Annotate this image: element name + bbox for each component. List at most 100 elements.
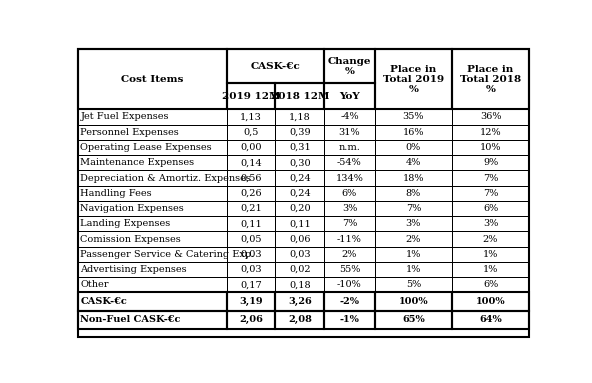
Bar	[275, 262, 324, 277]
Text: Change
%: Change %	[328, 57, 371, 76]
Text: Depreciation & Amortiz. Expenses: Depreciation & Amortiz. Expenses	[81, 173, 251, 183]
Text: Landing Expenses: Landing Expenses	[81, 219, 170, 228]
Text: YoY: YoY	[339, 92, 360, 101]
Text: -2%: -2%	[339, 297, 359, 306]
Bar	[324, 49, 375, 83]
Text: 100%: 100%	[476, 297, 506, 306]
Text: Non-Fuel CASK-€c: Non-Fuel CASK-€c	[81, 315, 181, 324]
Text: 1%: 1%	[406, 265, 421, 274]
Text: 36%: 36%	[480, 113, 501, 121]
Bar	[78, 201, 227, 216]
Bar	[324, 201, 375, 216]
Bar	[227, 247, 275, 262]
Text: 8%: 8%	[406, 189, 421, 198]
Text: 0,20: 0,20	[289, 204, 311, 213]
Bar	[452, 216, 529, 231]
Bar	[452, 140, 529, 155]
Text: 35%: 35%	[403, 113, 424, 121]
Text: 65%: 65%	[402, 315, 424, 324]
Text: 1,18: 1,18	[289, 113, 311, 121]
Bar	[452, 201, 529, 216]
Text: 0,56: 0,56	[240, 173, 262, 183]
Bar	[275, 201, 324, 216]
Text: Other: Other	[81, 280, 109, 289]
Text: 0,11: 0,11	[240, 219, 262, 228]
Text: Advertising Expenses: Advertising Expenses	[81, 265, 187, 274]
Bar	[275, 140, 324, 155]
Text: 55%: 55%	[339, 265, 360, 274]
Text: Place in
Total 2018
%: Place in Total 2018 %	[460, 64, 521, 94]
Bar	[324, 110, 375, 124]
Text: 0,18: 0,18	[289, 280, 311, 289]
Text: 31%: 31%	[339, 128, 361, 137]
Bar	[78, 293, 227, 311]
Bar	[227, 311, 275, 329]
Text: 0,24: 0,24	[289, 173, 311, 183]
Bar	[324, 247, 375, 262]
Bar	[324, 124, 375, 140]
Bar	[78, 231, 227, 247]
Bar	[227, 293, 275, 311]
Bar	[275, 311, 324, 329]
Bar	[452, 124, 529, 140]
Text: -54%: -54%	[337, 158, 362, 167]
Bar	[78, 186, 227, 201]
Bar	[227, 262, 275, 277]
Text: 2018 12M: 2018 12M	[271, 92, 329, 101]
Text: 2019 12M: 2019 12M	[222, 92, 280, 101]
Text: Jet Fuel Expenses: Jet Fuel Expenses	[81, 113, 169, 121]
Text: 2,06: 2,06	[239, 315, 263, 324]
Bar	[78, 155, 227, 170]
Text: 7%: 7%	[406, 204, 421, 213]
Bar	[375, 110, 452, 124]
Text: 134%: 134%	[336, 173, 363, 183]
Bar	[324, 311, 375, 329]
Text: Passenger Service & Catering Exp.: Passenger Service & Catering Exp.	[81, 250, 255, 259]
Bar	[78, 311, 227, 329]
Bar	[275, 83, 324, 110]
Bar	[275, 155, 324, 170]
Bar	[78, 124, 227, 140]
Text: 0,03: 0,03	[289, 250, 311, 259]
Text: 0,17: 0,17	[240, 280, 262, 289]
Text: 16%: 16%	[403, 128, 424, 137]
Text: 10%: 10%	[480, 143, 501, 152]
Text: 1%: 1%	[483, 265, 498, 274]
Text: 6%: 6%	[483, 280, 498, 289]
Bar	[375, 155, 452, 170]
Text: 0,24: 0,24	[289, 189, 311, 198]
Bar	[452, 293, 529, 311]
Text: 5%: 5%	[406, 280, 421, 289]
Bar	[78, 110, 227, 124]
Text: CASK-€c: CASK-€c	[81, 297, 127, 306]
Text: 1,13: 1,13	[240, 113, 262, 121]
Bar	[275, 216, 324, 231]
Text: 0,03: 0,03	[240, 250, 262, 259]
Text: 0,00: 0,00	[240, 143, 262, 152]
Bar	[324, 140, 375, 155]
Bar	[324, 277, 375, 293]
Text: 0,5: 0,5	[243, 128, 259, 137]
Text: 3,26: 3,26	[288, 297, 311, 306]
Text: 2%: 2%	[483, 234, 498, 244]
Text: 6%: 6%	[483, 204, 498, 213]
Bar	[375, 311, 452, 329]
Bar	[227, 231, 275, 247]
Bar	[227, 124, 275, 140]
Bar	[324, 170, 375, 186]
Text: 0%: 0%	[406, 143, 421, 152]
Text: 6%: 6%	[342, 189, 357, 198]
Text: 3%: 3%	[342, 204, 357, 213]
Text: 1%: 1%	[483, 250, 498, 259]
Bar	[452, 49, 529, 110]
Bar	[324, 216, 375, 231]
Text: Cost Items: Cost Items	[121, 75, 184, 84]
Text: Comission Expenses: Comission Expenses	[81, 234, 181, 244]
Bar	[375, 216, 452, 231]
Text: Personnel Expenses: Personnel Expenses	[81, 128, 179, 137]
Bar	[452, 277, 529, 293]
Bar	[375, 170, 452, 186]
Text: Maintenance Expenses: Maintenance Expenses	[81, 158, 195, 167]
Text: n.m.: n.m.	[339, 143, 361, 152]
Text: Handling Fees: Handling Fees	[81, 189, 152, 198]
